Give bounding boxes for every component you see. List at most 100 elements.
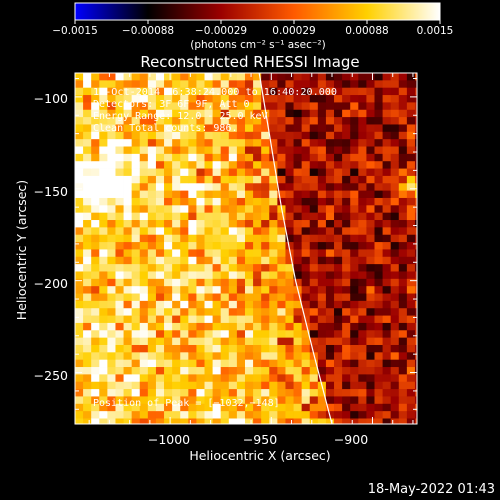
heatmap-cell (204, 359, 213, 368)
heatmap-cell (99, 175, 108, 184)
heatmap-cell (131, 212, 141, 221)
heatmap-cell (75, 389, 84, 397)
heatmap-cell (164, 80, 173, 89)
heatmap-cell (325, 139, 335, 147)
heatmap-cell (261, 146, 270, 155)
heatmap-cell (374, 352, 383, 361)
heatmap-cell (107, 418, 116, 424)
heatmap-cell (277, 381, 286, 390)
heatmap-cell (123, 300, 133, 309)
heatmap-cell (301, 131, 311, 140)
heatmap-cell (358, 374, 367, 383)
heatmap-cell (115, 330, 124, 339)
heatmap-cell (325, 124, 335, 133)
heatmap-cell (99, 271, 108, 280)
heatmap-cell (350, 197, 359, 206)
heatmap-cell (236, 264, 246, 272)
heatmap-cell (390, 183, 400, 192)
heatmap-cell (204, 80, 213, 89)
heatmap-cell (139, 286, 149, 294)
heatmap-cell (406, 212, 416, 221)
heatmap-cell (188, 212, 197, 221)
heatmap-cell (107, 205, 116, 214)
heatmap-cell (414, 374, 417, 383)
heatmap-cell (253, 374, 262, 383)
heatmap-cell (244, 175, 254, 184)
heatmap-cell (196, 227, 205, 236)
heatmap-cell (398, 322, 408, 331)
heatmap-cell (172, 352, 181, 361)
heatmap-cell (172, 271, 181, 280)
heatmap-cell (244, 256, 254, 265)
heatmap-cell (350, 109, 359, 118)
heatmap-cell (309, 322, 319, 331)
heatmap-cell (228, 175, 238, 184)
heatmap-cell (398, 139, 408, 147)
heatmap-cell (334, 315, 343, 324)
heatmap-cell (342, 315, 351, 324)
heatmap-cell (180, 146, 189, 155)
heatmap-cell (196, 418, 205, 424)
heatmap-cell (253, 168, 262, 177)
heatmap-cell (180, 242, 189, 250)
heatmap-cell (253, 403, 262, 412)
heatmap-cell (390, 175, 400, 184)
heatmap-cell (123, 322, 133, 331)
heatmap-cell (309, 264, 319, 272)
heatmap-cell (188, 197, 197, 206)
heatmap-cell (285, 337, 294, 346)
heatmap-cell (107, 411, 116, 419)
heatmap-cell (285, 146, 294, 155)
heatmap-cell (236, 124, 246, 133)
heatmap-cell (406, 183, 416, 192)
heatmap-cell (228, 73, 238, 81)
heatmap-cell (342, 374, 351, 383)
heatmap-cell (220, 109, 230, 118)
heatmap-cell (293, 249, 303, 258)
heatmap-cell (155, 381, 165, 390)
heatmap-cell (358, 322, 367, 331)
heatmap-cell (180, 411, 189, 419)
heatmap-cell (75, 146, 84, 155)
heatmap-cell (309, 168, 319, 177)
heatmap-cell (204, 117, 213, 125)
heatmap-cell (350, 205, 359, 214)
heatmap-cell (261, 234, 270, 243)
heatmap-cell (244, 359, 254, 368)
heatmap-cell (204, 168, 213, 177)
heatmap-cell (414, 367, 417, 375)
heatmap-cell (164, 418, 173, 424)
y-tick-label: −150 (34, 184, 68, 199)
heatmap-cell (123, 131, 133, 140)
heatmap-cell (325, 396, 335, 405)
heatmap-cell (91, 374, 100, 383)
heatmap-cell (390, 227, 400, 236)
heatmap-cell (325, 146, 335, 155)
heatmap-cell (228, 337, 238, 346)
heatmap-cell (309, 300, 319, 309)
heatmap-cell (139, 389, 149, 397)
heatmap-cell (196, 300, 205, 309)
heatmap-cell (317, 337, 327, 346)
heatmap-cell (269, 271, 278, 280)
heatmap-cell (261, 95, 270, 103)
heatmap-cell (139, 190, 149, 199)
colorbar-tick-label: 0.00088 (345, 25, 388, 37)
heatmap-cell (390, 330, 400, 339)
heatmap-cell (277, 322, 286, 331)
heatmap-cell (131, 315, 141, 324)
heatmap-cell (382, 131, 392, 140)
heatmap-cell (139, 227, 149, 236)
heatmap-cell (83, 374, 92, 383)
heatmap-cell (374, 330, 383, 339)
colorbar-tick-label: −0.0015 (52, 25, 98, 37)
heatmap-cell (277, 161, 286, 169)
heatmap-cell (342, 124, 351, 133)
heatmap-cell (147, 271, 157, 280)
heatmap-cell (244, 374, 254, 383)
heatmap-cell (180, 278, 189, 287)
heatmap-cell (131, 330, 141, 339)
heatmap-cell (406, 374, 416, 383)
heatmap-cell (244, 344, 254, 353)
heatmap-cell (253, 102, 262, 111)
